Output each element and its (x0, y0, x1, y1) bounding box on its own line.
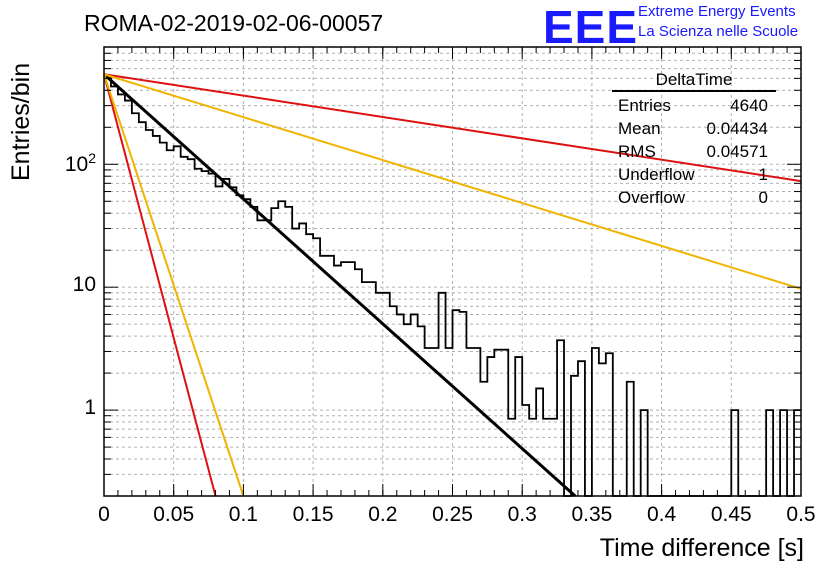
stats-label: Mean (618, 119, 661, 138)
x-tick-label: 0.05 (153, 503, 195, 526)
x-tick-label: 0 (98, 503, 110, 526)
axis-ticks (103, 46, 802, 497)
stats-row-entries: Entries 4640 (612, 94, 776, 117)
y-tick-label: 1 (36, 396, 96, 420)
x-tick-label: 0.35 (571, 503, 613, 526)
x-tick-label: 0.15 (292, 503, 334, 526)
histogram-bars (104, 75, 801, 497)
fit-lines (102, 73, 802, 498)
fit-line-5 (103, 73, 245, 497)
histogram-outline (104, 75, 801, 497)
y-tick-text: 1 (84, 396, 96, 420)
x-tick-label: 0.45 (710, 503, 752, 526)
stats-value: 0.04434 (706, 119, 768, 138)
y-tick-exponent: 2 (88, 150, 96, 167)
fit-line-2 (103, 73, 802, 183)
y-tick-label: 10 (36, 273, 96, 297)
y-tick-text: 10 (64, 153, 89, 177)
y-axis-label: Entries/bin (7, 62, 35, 181)
x-axis-label: Time difference [s] (599, 534, 804, 562)
chart-title: ROMA-02-2019-02-06-00057 (84, 10, 384, 36)
x-tick-label: 0.5 (786, 503, 816, 526)
stats-row-rms: RMS 0.04571 (612, 140, 776, 163)
stats-label: Entries (618, 96, 671, 115)
fit-line-3 (103, 73, 802, 290)
stats-value: 0 (758, 188, 768, 207)
stats-value: 0.04571 (706, 142, 768, 161)
logo-subtitle-2: La Scienza nelle Scuole (638, 23, 799, 40)
stats-row-mean: Mean 0.04434 (612, 117, 776, 140)
x-tick-label: 0.3 (507, 503, 537, 526)
x-tick-label: 0.2 (368, 503, 398, 526)
stats-label: RMS (618, 142, 656, 161)
stats-value: 1 (758, 165, 768, 184)
stats-row-underflow: Underflow 1 (612, 163, 776, 186)
stats-label: Underflow (618, 165, 695, 184)
y-tick-label: 102 (36, 150, 96, 177)
stats-row-overflow: Overflow 0 (612, 186, 776, 209)
stats-label: Overflow (618, 188, 686, 207)
fit-line-4 (103, 74, 217, 497)
x-tick-label: 0.1 (228, 503, 258, 526)
x-tick-label: 0.4 (646, 503, 677, 526)
eee-logo: EEE (543, 1, 639, 53)
stats-box: DeltaTime Entries 4640 Mean 0.04434 RMS 0.0… (612, 70, 776, 209)
x-tick-label: 0.25 (432, 503, 473, 526)
logo-subtitle-1: Extreme Energy Events (638, 3, 796, 20)
stats-title: DeltaTime (612, 70, 776, 92)
y-tick-text: 10 (72, 273, 96, 297)
stats-value: 4640 (730, 96, 768, 115)
fit-line-1 (102, 73, 577, 498)
